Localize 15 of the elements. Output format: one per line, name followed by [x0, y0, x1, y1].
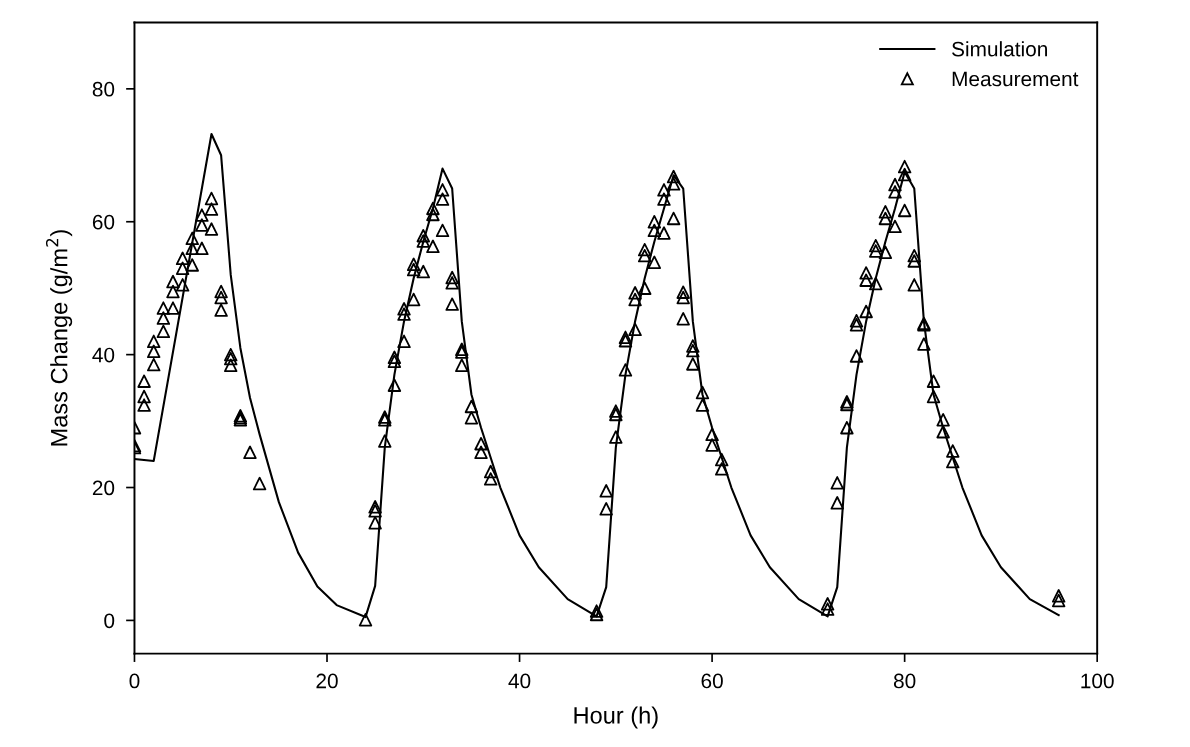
- x-tick-label: 40: [508, 673, 531, 689]
- y-tick-label: 60: [92, 214, 115, 230]
- y-axis-title: Mass Change (g/m$^{2}$): [45, 230, 73, 446]
- x-axis-title: Hour (h): [574, 706, 658, 729]
- x-tick-label: 60: [701, 673, 723, 689]
- legend-label: Measurement: [952, 71, 1079, 87]
- x-tick-label: 80: [893, 673, 916, 689]
- x-tick-label: 0: [129, 673, 140, 689]
- y-tick-label: 0: [104, 613, 115, 629]
- y-tick-label: 40: [92, 347, 115, 363]
- x-tick-label: 100: [1081, 673, 1114, 689]
- y-tick-label: 80: [92, 81, 115, 97]
- x-tick-label: 20: [316, 673, 338, 689]
- legend-label: Simulation: [952, 41, 1047, 57]
- y-tick-label: 20: [92, 480, 115, 496]
